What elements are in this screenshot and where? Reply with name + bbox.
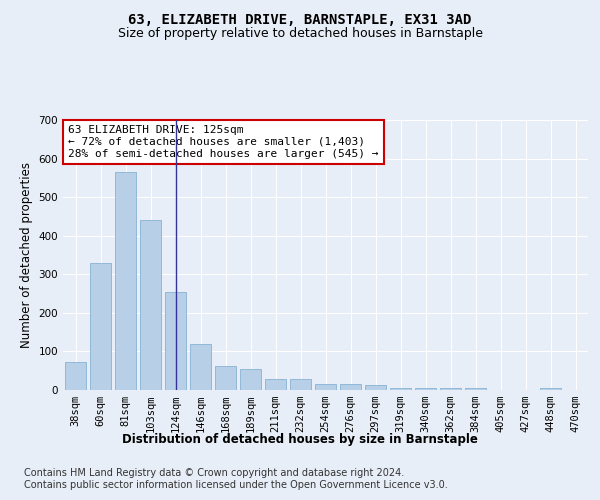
Bar xyxy=(415,388,436,390)
Bar xyxy=(390,388,411,390)
Text: 63 ELIZABETH DRIVE: 125sqm
← 72% of detached houses are smaller (1,403)
28% of s: 63 ELIZABETH DRIVE: 125sqm ← 72% of deta… xyxy=(68,126,379,158)
Bar xyxy=(140,220,161,390)
Bar xyxy=(215,366,236,390)
Bar xyxy=(540,388,561,390)
Text: 63, ELIZABETH DRIVE, BARNSTAPLE, EX31 3AD: 63, ELIZABETH DRIVE, BARNSTAPLE, EX31 3A… xyxy=(128,12,472,26)
Bar xyxy=(440,388,461,390)
Bar xyxy=(265,379,286,390)
Bar xyxy=(115,172,136,390)
Bar xyxy=(365,386,386,390)
Bar xyxy=(465,388,486,390)
Bar xyxy=(340,384,361,390)
Text: Size of property relative to detached houses in Barnstaple: Size of property relative to detached ho… xyxy=(118,28,482,40)
Bar xyxy=(240,369,261,390)
Bar xyxy=(315,384,336,390)
Text: Distribution of detached houses by size in Barnstaple: Distribution of detached houses by size … xyxy=(122,432,478,446)
Bar xyxy=(165,292,186,390)
Bar xyxy=(190,344,211,390)
Bar xyxy=(65,362,86,390)
Text: Contains HM Land Registry data © Crown copyright and database right 2024.: Contains HM Land Registry data © Crown c… xyxy=(24,468,404,477)
Y-axis label: Number of detached properties: Number of detached properties xyxy=(20,162,33,348)
Bar xyxy=(90,262,111,390)
Bar xyxy=(290,379,311,390)
Text: Contains public sector information licensed under the Open Government Licence v3: Contains public sector information licen… xyxy=(24,480,448,490)
